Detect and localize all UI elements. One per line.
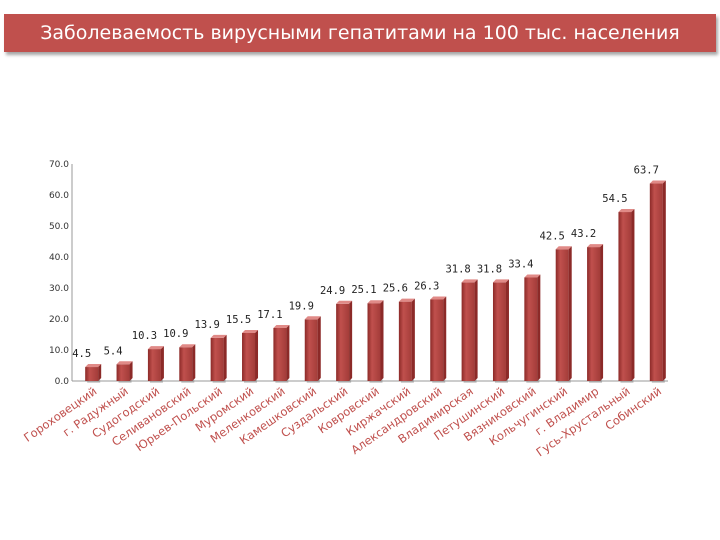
data-label: 5.4 — [104, 345, 123, 357]
bar-side — [255, 329, 259, 381]
bar-side — [98, 364, 102, 381]
bar-top — [85, 364, 102, 368]
y-tick-label: 10.0 — [49, 346, 69, 356]
data-labels: 4.5 5.4 10.3 10.9 13.9 15.5 17.1 19.9 24.9 25.1 25… — [72, 165, 659, 361]
bar-side — [411, 298, 415, 381]
bar-side — [349, 300, 353, 381]
bar-side — [568, 246, 572, 381]
bar-top — [398, 298, 415, 302]
bar — [179, 347, 193, 381]
data-label: 24.9 — [320, 285, 345, 297]
data-label: 10.9 — [163, 328, 188, 340]
bar — [555, 249, 569, 381]
bar-top — [524, 274, 541, 278]
bar — [524, 277, 538, 381]
y-tick-label: 0.0 — [55, 377, 70, 387]
bar — [116, 364, 130, 381]
y-tick-labels: 0.0 10.0 20.0 30.0 40.0 50.0 60.0 70.0 — [49, 160, 69, 387]
data-label: 10.3 — [132, 330, 157, 342]
data-label: 15.5 — [226, 314, 251, 326]
y-tick-label: 30.0 — [49, 284, 69, 294]
y-tick-label: 20.0 — [49, 315, 69, 325]
bar-side — [600, 244, 604, 381]
data-label: 43.2 — [571, 228, 596, 240]
bar-top — [304, 316, 321, 320]
bar-top — [618, 209, 635, 213]
data-label: 13.9 — [195, 319, 220, 331]
bar-top — [461, 279, 478, 283]
bar-side — [160, 346, 164, 381]
bar-side — [443, 296, 447, 381]
bar — [587, 247, 601, 381]
data-label: 31.8 — [445, 263, 470, 275]
bars — [85, 180, 666, 383]
bar — [367, 303, 381, 381]
bar-side — [380, 300, 384, 381]
bar — [430, 299, 444, 381]
bar-top — [179, 344, 196, 348]
bar — [398, 301, 412, 381]
bar-side — [223, 334, 227, 381]
data-label: 19.9 — [289, 300, 314, 312]
data-label: 42.5 — [540, 230, 565, 242]
bar-top — [555, 246, 572, 250]
y-tick-label: 60.0 — [49, 191, 69, 201]
y-tick-label: 70.0 — [49, 160, 69, 170]
bar-side — [505, 279, 509, 381]
data-label: 54.5 — [602, 193, 627, 205]
y-tick-label: 40.0 — [49, 253, 69, 263]
bar-top — [147, 346, 164, 350]
bar-side — [129, 361, 133, 381]
data-label: 31.8 — [477, 263, 502, 275]
bar — [273, 327, 287, 381]
bar-top — [116, 361, 133, 365]
chart-title: Заболеваемость вирусными гепатитами на 1… — [40, 22, 680, 44]
bar — [461, 282, 475, 381]
bar — [85, 367, 99, 381]
bar — [336, 303, 350, 381]
data-label: 25.1 — [351, 284, 376, 296]
bar — [649, 183, 663, 381]
bar-top — [367, 300, 384, 304]
bar-side — [192, 344, 196, 381]
bar — [210, 337, 224, 381]
bar — [242, 332, 256, 381]
bar-top — [587, 244, 604, 248]
bar-top — [242, 329, 259, 333]
bar-top — [336, 300, 353, 304]
bar-top — [273, 324, 290, 328]
title-bar: Заболеваемость вирусными гепатитами на 1… — [4, 14, 716, 52]
data-label: 17.1 — [257, 309, 282, 321]
bar-side — [474, 279, 478, 381]
data-label: 4.5 — [72, 348, 91, 360]
bar — [304, 319, 318, 381]
bar-top — [492, 279, 509, 283]
bar-side — [631, 209, 635, 381]
bar-side — [317, 316, 321, 381]
bar-top — [649, 180, 666, 184]
data-label: 63.7 — [634, 165, 659, 177]
bar-side — [286, 324, 290, 381]
bar-top — [430, 296, 447, 300]
bar — [618, 212, 632, 381]
data-label: 33.4 — [508, 258, 533, 270]
bar — [492, 282, 506, 381]
data-label: 26.3 — [414, 280, 439, 292]
bar — [147, 349, 161, 381]
bar-side — [662, 180, 666, 381]
y-tick-label: 50.0 — [49, 222, 69, 232]
data-label: 25.6 — [383, 283, 408, 295]
bar-side — [537, 274, 541, 381]
bar-top — [210, 334, 227, 338]
